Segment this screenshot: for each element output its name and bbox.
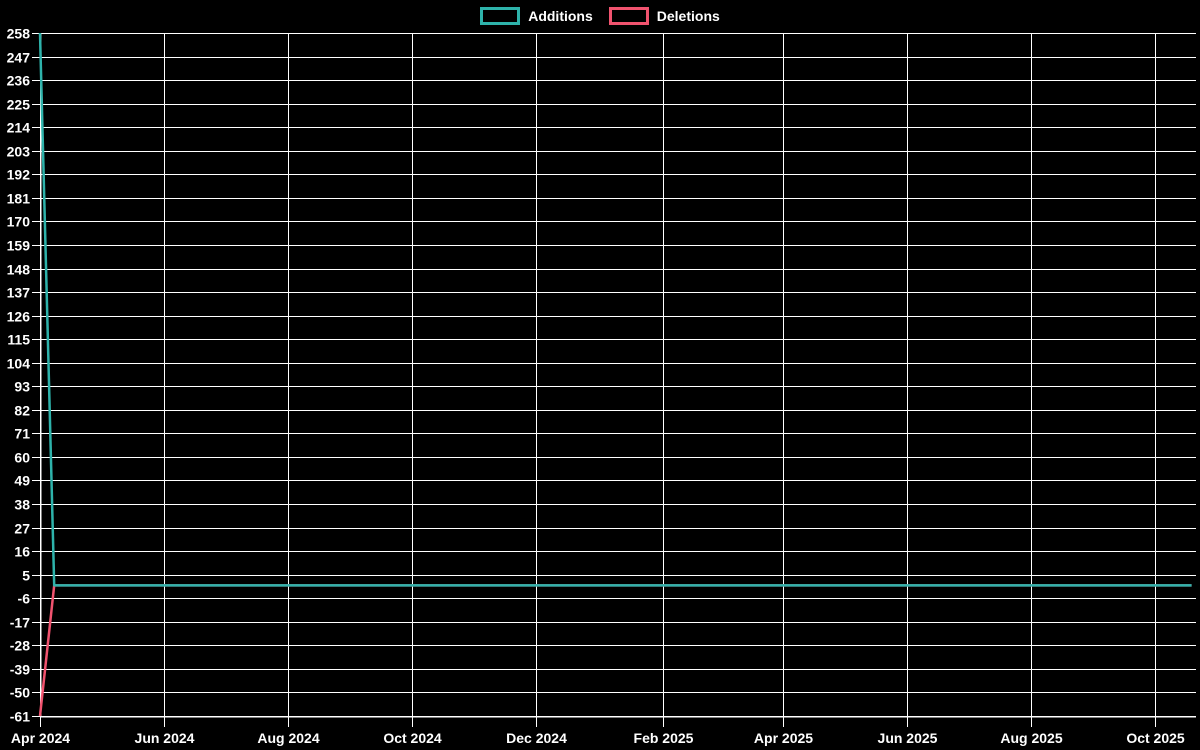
y-tick-label: -28 [10,638,30,654]
y-tick-label: 115 [7,332,30,348]
x-tick-label: Dec 2024 [506,730,567,746]
chart-legend: Additions Deletions [0,6,1200,26]
y-tick-label: 214 [7,120,31,136]
y-tick-label: 258 [7,26,31,42]
y-tick-label: 225 [7,97,31,113]
x-tick-label: Jun 2025 [878,730,938,746]
y-tick-label: 126 [7,309,31,325]
x-tick-label: Feb 2025 [634,730,694,746]
y-tick-label: 159 [7,238,31,254]
x-tick-label: Aug 2025 [1000,730,1062,746]
additions-color-swatch-icon [480,7,521,25]
y-tick-label: 192 [7,167,31,183]
y-tick-label: 49 [14,473,30,489]
y-tick-label: -61 [10,709,30,725]
y-tick-label: 181 [7,191,31,207]
x-tick-label: Apr 2025 [754,730,813,746]
y-tick-label: 60 [14,450,30,466]
axis-tick-marks [32,33,1156,727]
legend-item-additions[interactable]: Additions [480,6,593,26]
x-tick-label: Oct 2025 [1126,730,1185,746]
y-tick-label: 104 [7,356,31,372]
y-tick-label: -39 [10,662,30,678]
vertical-gridlines [40,33,1156,716]
y-tick-label: 203 [7,144,31,160]
deletions-line [38,584,1192,717]
x-tick-label: Apr 2024 [11,730,70,746]
legend-item-deletions[interactable]: Deletions [608,6,720,26]
legend-label-additions: Additions [528,8,593,24]
legend-label-deletions: Deletions [656,8,720,24]
y-tick-label: 93 [14,379,30,395]
y-tick-label: 27 [14,521,30,537]
y-tick-label: 38 [14,497,30,513]
y-tick-label: -50 [10,685,30,701]
x-axis-labels: Apr 2024 Jun 2024 Aug 2024 Oct 2024 Dec 2024… [11,730,1185,746]
deletions-color-swatch-icon [608,7,649,25]
y-tick-label: 16 [14,544,30,560]
additions-line [38,32,1192,587]
x-tick-label: Aug 2024 [257,730,319,746]
x-tick-label: Jun 2024 [135,730,195,746]
y-tick-label: 148 [7,262,31,278]
y-tick-label: 170 [7,214,31,230]
y-tick-label: 5 [22,568,30,584]
y-tick-label: 137 [7,285,31,301]
y-tick-label: 82 [14,403,30,419]
horizontal-gridlines [40,33,1196,717]
y-axis-labels: 258 247 236 225 214 203 192 181 170 159 148 137 126 1… [7,26,31,725]
y-tick-label: -17 [10,615,30,631]
y-tick-label: 236 [7,73,31,89]
y-tick-label: 71 [14,426,30,442]
x-tick-label: Oct 2024 [383,730,442,746]
y-tick-label: -6 [18,591,31,607]
y-tick-label: 247 [7,50,31,66]
